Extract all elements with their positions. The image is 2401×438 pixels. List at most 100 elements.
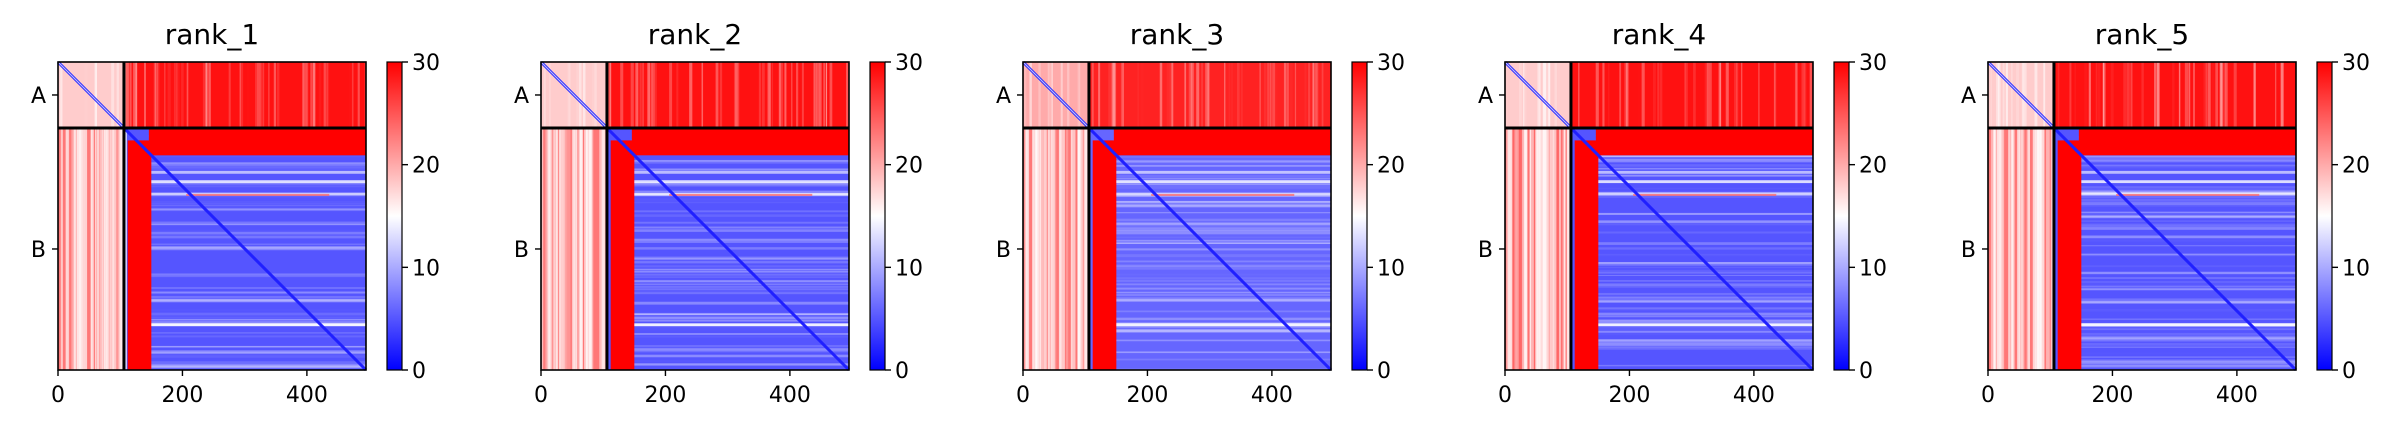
texture-streak bbox=[259, 62, 262, 128]
stripe bbox=[634, 170, 849, 174]
y-tick-label: B bbox=[31, 238, 46, 263]
texture-streak bbox=[1137, 62, 1139, 128]
texture-streak bbox=[1595, 270, 1813, 273]
texture-streak bbox=[1542, 127, 1547, 370]
texture-streak bbox=[148, 291, 366, 294]
texture-streak bbox=[1595, 154, 1813, 157]
texture-streak bbox=[2078, 277, 2296, 279]
texture-streak bbox=[631, 265, 849, 268]
texture-streak bbox=[1524, 127, 1529, 370]
texture-streak bbox=[572, 127, 575, 370]
texture-streak bbox=[2215, 62, 2219, 128]
texture-streak bbox=[148, 155, 366, 158]
texture-streak bbox=[1228, 62, 1231, 128]
texture-streak bbox=[2184, 62, 2188, 128]
texture-streak bbox=[84, 127, 88, 370]
colorbar-tick-label: 0 bbox=[1377, 359, 1391, 384]
texture-streak bbox=[65, 127, 69, 370]
texture-streak bbox=[1558, 62, 1560, 128]
texture-streak bbox=[2000, 127, 2005, 370]
texture-streak bbox=[2205, 62, 2208, 128]
texture-streak bbox=[1558, 127, 1561, 370]
texture-streak bbox=[631, 354, 849, 358]
texture-streak bbox=[588, 127, 591, 370]
texture-streak bbox=[228, 62, 231, 128]
texture-streak bbox=[2078, 198, 2296, 202]
texture-streak bbox=[2253, 62, 2256, 128]
texture-streak bbox=[1321, 62, 1324, 128]
texture-streak bbox=[1625, 62, 1629, 128]
texture-streak bbox=[2078, 216, 2296, 219]
panel-title: rank_4 bbox=[1612, 18, 1706, 51]
colorbar-tick-label: 0 bbox=[2342, 359, 2356, 384]
texture-streak bbox=[1113, 218, 1331, 222]
texture-streak bbox=[1113, 339, 1331, 342]
texture-streak bbox=[631, 240, 849, 243]
texture-streak bbox=[1114, 162, 1331, 165]
colorbar-gradient bbox=[1833, 61, 1850, 371]
texture-streak bbox=[148, 287, 366, 289]
texture-streak bbox=[156, 62, 160, 128]
stripe bbox=[669, 193, 813, 196]
texture-streak bbox=[2078, 328, 2296, 331]
texture-streak bbox=[149, 209, 366, 211]
texture-streak bbox=[1595, 299, 1813, 302]
texture-streak bbox=[1304, 62, 1307, 128]
texture-streak bbox=[582, 62, 586, 128]
texture-streak bbox=[2034, 62, 2038, 128]
texture-streak bbox=[647, 62, 650, 128]
texture-streak bbox=[154, 62, 156, 128]
texture-streak bbox=[148, 246, 366, 249]
y-tick-label: A bbox=[1478, 84, 1493, 109]
texture-streak bbox=[1638, 62, 1640, 128]
stripe bbox=[151, 323, 366, 327]
texture-streak bbox=[601, 127, 605, 370]
texture-streak bbox=[1058, 127, 1061, 370]
pae-panel-5: rank_5 A B 0 200 400 0 10 20 30 bbox=[1961, 18, 2370, 408]
texture-streak bbox=[2079, 345, 2296, 348]
texture-streak bbox=[1595, 62, 1599, 128]
texture-streak bbox=[2089, 62, 2091, 128]
texture-streak bbox=[1113, 183, 1331, 186]
texture-streak bbox=[2002, 62, 2005, 128]
texture-streak bbox=[1741, 62, 1743, 128]
texture-streak bbox=[1595, 231, 1813, 234]
texture-streak bbox=[1508, 127, 1511, 370]
texture-streak bbox=[2078, 211, 2296, 214]
texture-streak bbox=[2102, 62, 2104, 128]
texture-streak bbox=[2078, 366, 2296, 369]
texture-streak bbox=[1809, 62, 1812, 128]
texture-streak bbox=[1039, 127, 1043, 370]
texture-streak bbox=[173, 62, 176, 128]
texture-streak bbox=[186, 62, 189, 128]
texture-streak bbox=[2221, 62, 2223, 128]
axes-frame bbox=[1022, 61, 1332, 371]
texture-streak bbox=[1804, 62, 1807, 128]
texture-streak bbox=[1652, 62, 1656, 128]
texture-streak bbox=[2078, 265, 2296, 268]
texture-streak bbox=[631, 288, 849, 290]
texture-streak bbox=[1113, 242, 1331, 244]
texture-streak bbox=[631, 211, 849, 213]
texture-streak bbox=[701, 62, 704, 128]
texture-streak bbox=[1624, 62, 1628, 128]
texture-streak bbox=[1515, 127, 1519, 370]
texture-streak bbox=[676, 62, 679, 128]
texture-streak bbox=[148, 248, 366, 251]
texture-streak bbox=[1080, 127, 1084, 370]
texture-streak bbox=[1530, 127, 1534, 370]
texture-streak bbox=[1113, 159, 1331, 163]
texture-streak bbox=[1113, 248, 1331, 250]
texture-streak bbox=[1595, 307, 1813, 310]
texture-streak bbox=[148, 298, 366, 302]
texture-streak bbox=[541, 127, 543, 370]
texture-streak bbox=[149, 309, 366, 311]
colorbar-tick-label: 0 bbox=[895, 359, 909, 384]
texture-streak bbox=[1166, 62, 1170, 128]
texture-streak bbox=[148, 195, 366, 197]
texture-streak bbox=[1595, 344, 1813, 348]
texture-streak bbox=[2078, 361, 2296, 363]
texture-streak bbox=[601, 127, 604, 370]
texture-streak bbox=[761, 62, 765, 128]
texture-streak bbox=[2130, 62, 2133, 128]
